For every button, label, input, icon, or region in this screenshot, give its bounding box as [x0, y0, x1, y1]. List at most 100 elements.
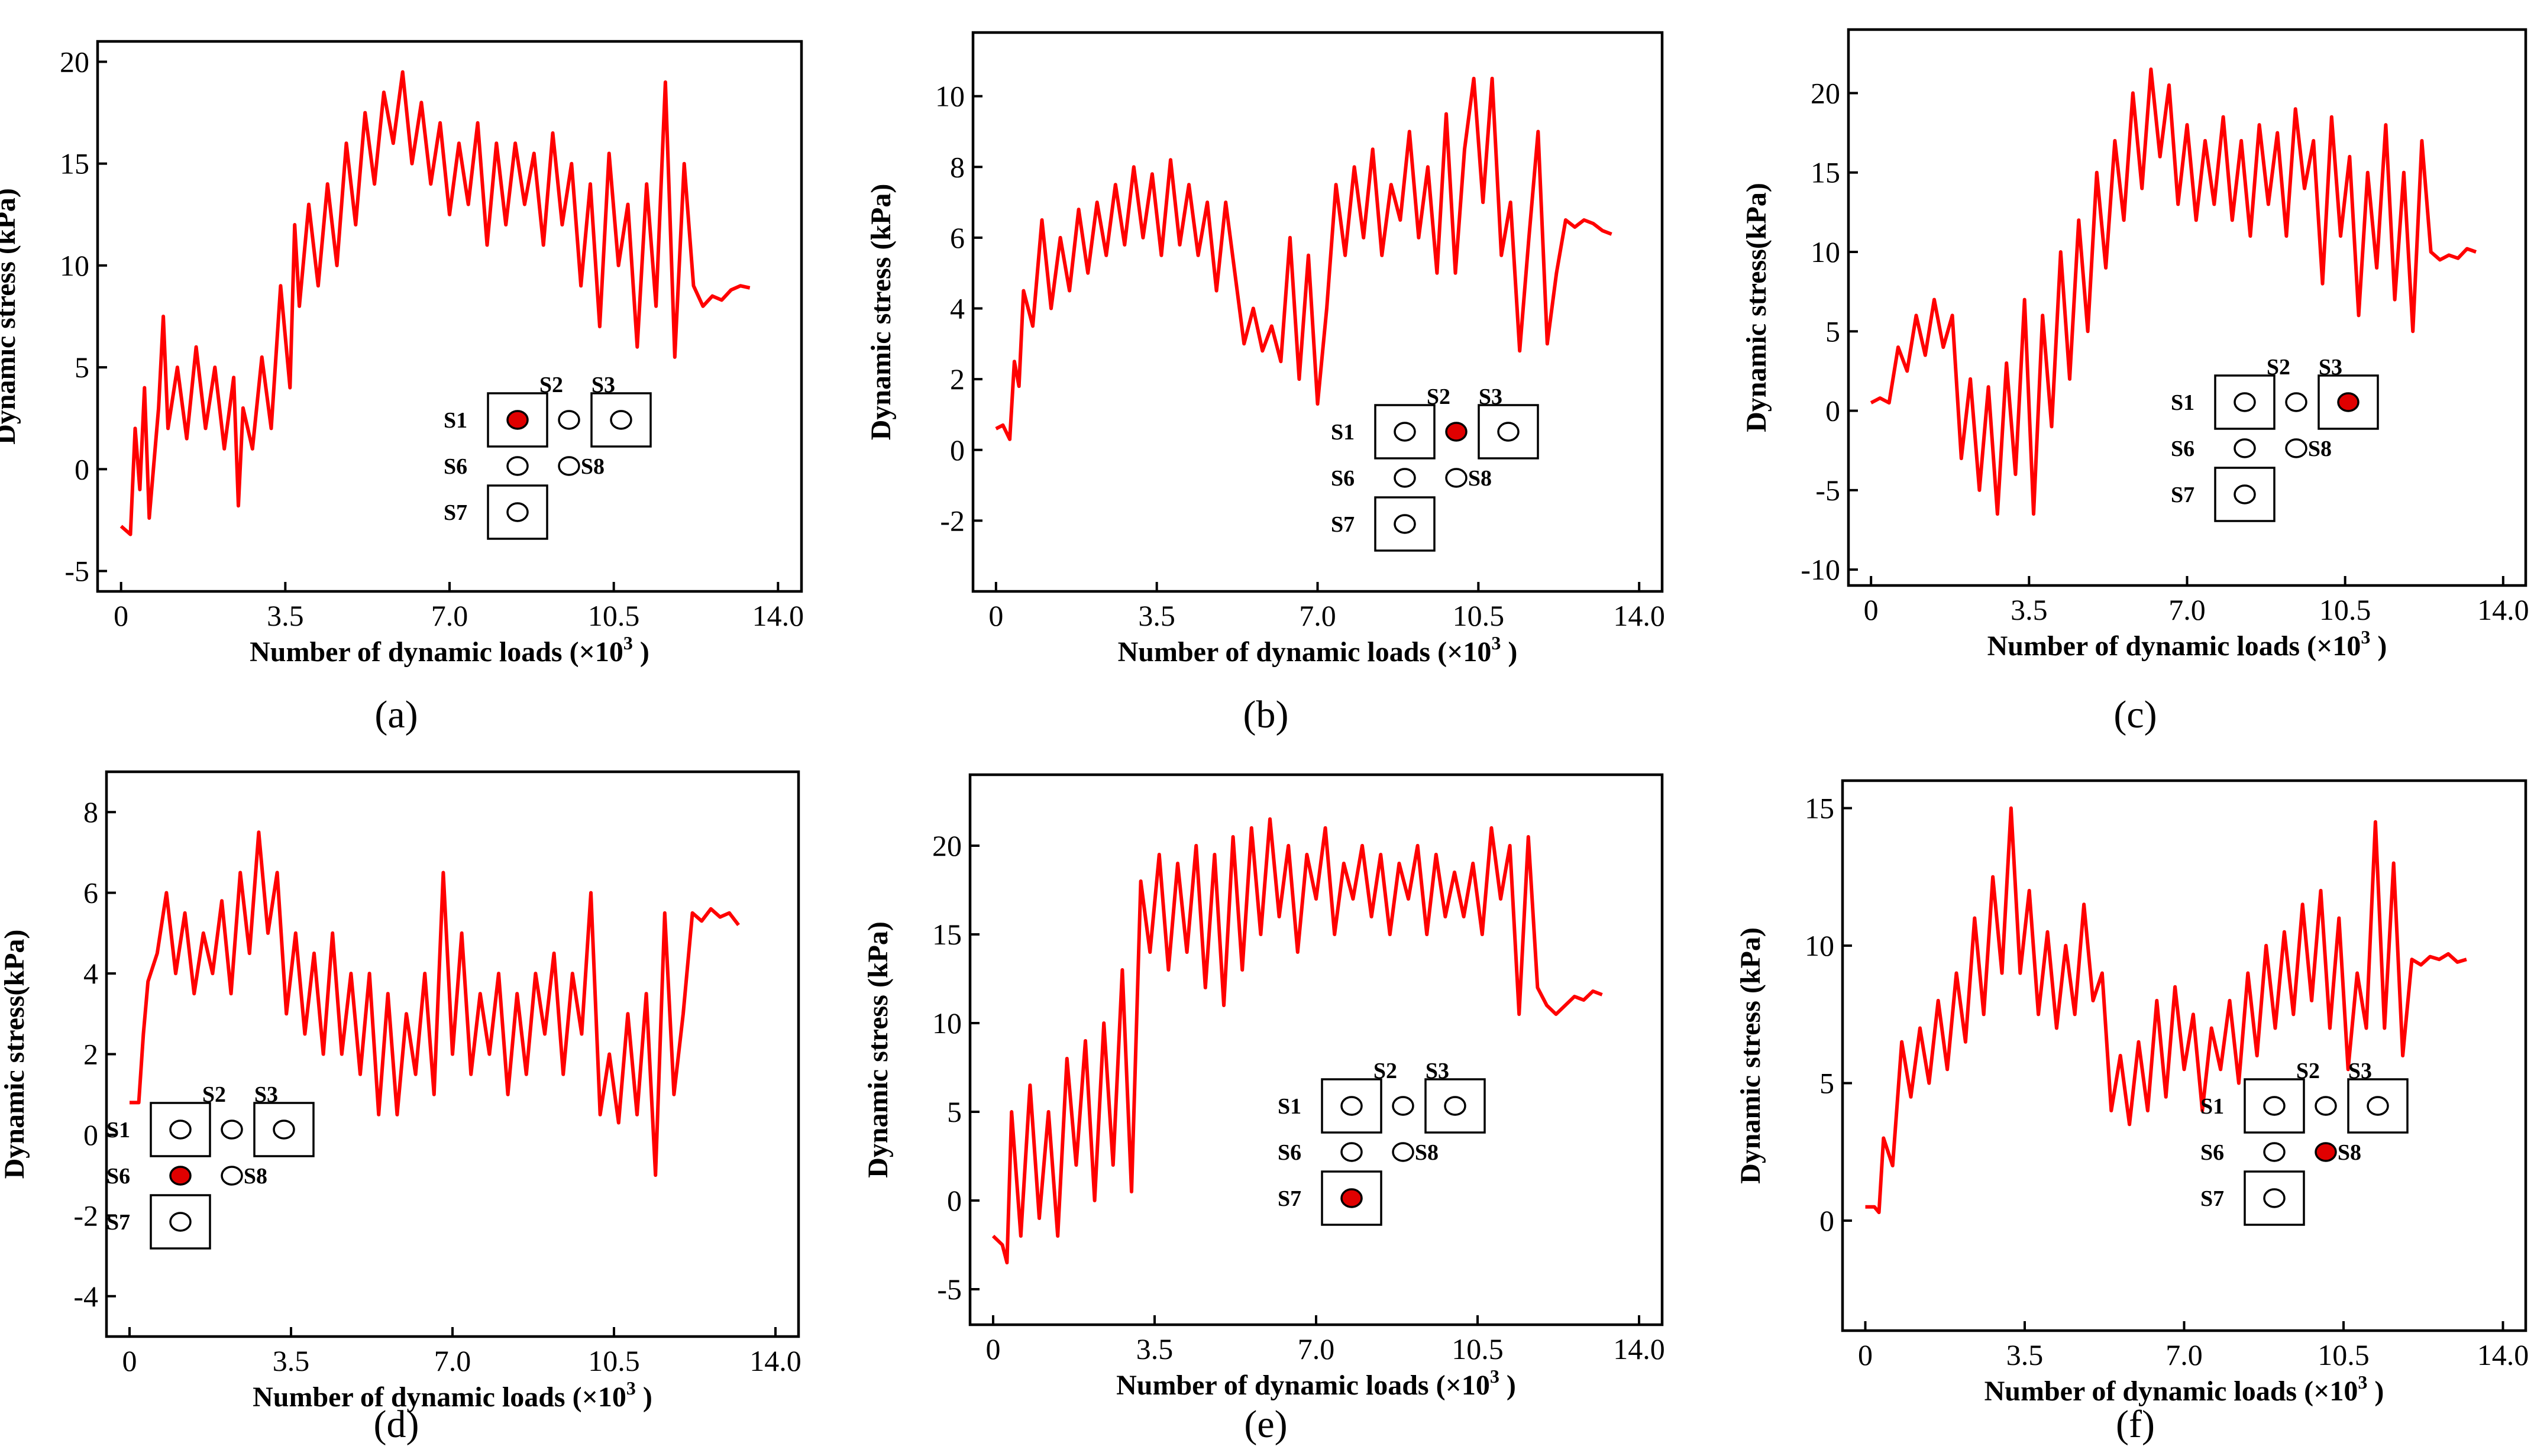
x-tick-label: 10.5: [2318, 1338, 2370, 1371]
sensor-label-s2: S2: [2267, 355, 2290, 380]
plot-frame: [968, 773, 1664, 1326]
x-tick-label: 10.5: [588, 1344, 640, 1377]
y-tick-label: 10: [1811, 235, 1840, 268]
sensor-label-s2: S2: [202, 1082, 226, 1107]
sensor-marker: [2234, 484, 2256, 504]
y-tick-label: 5: [1819, 1067, 1834, 1100]
sensor-marker: [558, 410, 580, 430]
active-sensor-marker: [2337, 392, 2360, 412]
sensor-marker: [221, 1119, 243, 1140]
chart-panel-e: 0 3.5 7.0 10.5 14.0 -5 0 5 10 15 20 Number of dynam…: [862, 773, 1665, 1446]
sensor-marker: [1392, 1096, 1414, 1116]
y-tick-label: -2: [940, 504, 965, 537]
sensor-marker: [2285, 438, 2307, 458]
sensor-label-s7: S7: [444, 500, 467, 525]
sensor-marker: [506, 456, 529, 476]
sensor-marker: [1394, 422, 1416, 442]
x-axis-label: Number of dynamic loads (×103 ): [250, 632, 649, 668]
sensor-label-s7: S7: [2200, 1186, 2224, 1211]
sensor-layout-inset: S1 S2 S3 S6 S7 S8: [1331, 384, 1539, 552]
sensor-marker: [2263, 1188, 2286, 1208]
panel-label: (f): [2116, 1403, 2155, 1446]
x-tick-label: 0: [986, 1332, 1001, 1366]
sensor-marker: [1394, 468, 1416, 488]
sensor-marker: [2315, 1096, 2337, 1116]
y-tick-label: 6: [950, 221, 965, 254]
sensor-marker: [169, 1119, 192, 1140]
x-tick-label: 14.0: [749, 1344, 801, 1377]
chart-panel-d: 0 3.5 7.0 10.5 14.0 -4 -2 0 2 4 6 8 Number of dynami…: [0, 770, 801, 1446]
sensor-marker: [2285, 392, 2307, 412]
sensor-marker: [506, 502, 529, 522]
y-tick-label: 20: [60, 45, 89, 78]
sensor-label-s1: S1: [2171, 390, 2194, 415]
y-tick-label: 2: [950, 363, 965, 396]
pile-cap-box: [2318, 374, 2379, 430]
y-tick-label: 15: [1811, 156, 1840, 189]
y-axis-label: Dynamic stress (kPa): [0, 188, 21, 445]
x-tick-label: 10.5: [1453, 599, 1505, 632]
x-axis-label: Number of dynamic loads (×103 ): [1118, 632, 1518, 668]
chart-panel-f: 0 3.5 7.0 10.5 14.0 0 5 10 15 Number of dynamic l…: [1735, 779, 2529, 1446]
sensor-label-s8: S8: [1468, 466, 1492, 491]
x-tick-label: 7.0: [1299, 599, 1336, 632]
pile-cap-box: [487, 484, 548, 540]
x-axis-label: Number of dynamic loads (×103 ): [1116, 1366, 1516, 1401]
active-sensor-marker: [1445, 422, 1468, 442]
sensor-label-s8: S8: [1415, 1140, 1439, 1165]
active-sensor-marker: [2315, 1142, 2337, 1162]
x-tick-label: 14.0: [752, 599, 804, 632]
y-tick-label: -5: [1815, 474, 1840, 507]
sensor-label-s7: S7: [106, 1210, 130, 1235]
x-tick-label: 0: [988, 599, 1003, 632]
sensor-marker: [2234, 392, 2256, 412]
x-tick-label: 14.0: [2477, 593, 2529, 626]
x-tick-label: 7.0: [1298, 1332, 1335, 1366]
y-tick-label: 20: [1811, 76, 1840, 109]
sensor-label-s6: S6: [444, 454, 467, 479]
series-line-s1: [119, 70, 751, 536]
sensor-label-s3: S3: [1426, 1059, 1449, 1083]
y-tick-label: 10: [932, 1007, 962, 1040]
x-tick-label: 3.5: [1136, 1332, 1174, 1366]
plot-frame: [971, 31, 1664, 593]
y-tick-label: 0: [83, 1118, 98, 1151]
x-tick-label: 14.0: [1613, 1332, 1665, 1366]
x-tick-label: 3.5: [1138, 599, 1175, 632]
sensor-label-s6: S6: [2200, 1140, 2224, 1165]
sensor-label-s1: S1: [444, 408, 467, 433]
series-line-s6: [130, 830, 740, 1177]
x-tick-label: 7.0: [434, 1344, 471, 1377]
sensor-marker: [273, 1119, 295, 1140]
sensor-marker: [2234, 438, 2256, 458]
sensor-marker: [1392, 1142, 1414, 1162]
y-tick-label: -2: [73, 1199, 98, 1232]
sensor-marker: [558, 456, 580, 476]
x-tick-label: 3.5: [2011, 593, 2048, 626]
sensor-marker: [2263, 1096, 2286, 1116]
x-tick-label: 7.0: [2165, 1338, 2203, 1371]
sensor-layout-inset: S1 S2 S3 S6 S7 S8: [2200, 1059, 2409, 1226]
x-tick-label: 10.5: [588, 599, 640, 632]
sensor-label-s2: S2: [1373, 1059, 1397, 1083]
sensor-label-s1: S1: [1278, 1094, 1301, 1119]
series-line-s2: [995, 76, 1612, 441]
x-tick-label: 7.0: [431, 599, 468, 632]
sensor-label-s6: S6: [2171, 436, 2194, 461]
y-tick-label: 8: [950, 150, 965, 183]
y-tick-label: 0: [1825, 394, 1840, 428]
y-tick-label: 8: [83, 795, 98, 829]
x-tick-label: 14.0: [1613, 599, 1665, 632]
x-tick-label: 0: [1864, 593, 1879, 626]
y-axis-label: Dynamic stress (kPa): [865, 184, 897, 441]
y-tick-label: 15: [1805, 792, 1834, 825]
y-tick-label: -10: [1801, 553, 1840, 586]
sensor-marker: [1340, 1142, 1363, 1162]
x-axis-label: Number of dynamic loads (×103 ): [1984, 1371, 2384, 1407]
series-line-s3: [1870, 67, 2477, 516]
y-tick-label: 6: [83, 876, 98, 910]
sensor-label-s8: S8: [244, 1164, 267, 1189]
sensor-marker: [1394, 514, 1416, 534]
sensor-label-s2: S2: [539, 373, 563, 397]
